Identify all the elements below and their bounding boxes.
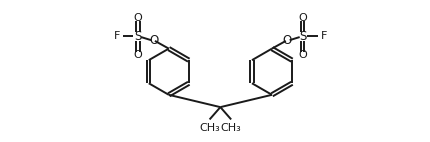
- Text: CH₃: CH₃: [221, 123, 242, 133]
- Text: O: O: [150, 34, 159, 47]
- Text: S: S: [134, 30, 141, 43]
- Text: O: O: [298, 13, 307, 23]
- Text: O: O: [298, 50, 307, 60]
- Text: O: O: [134, 13, 142, 23]
- Text: O: O: [282, 34, 291, 47]
- Text: O: O: [134, 50, 142, 60]
- Text: F: F: [114, 31, 120, 41]
- Text: F: F: [320, 31, 327, 41]
- Text: S: S: [299, 30, 307, 43]
- Text: CH₃: CH₃: [199, 123, 220, 133]
